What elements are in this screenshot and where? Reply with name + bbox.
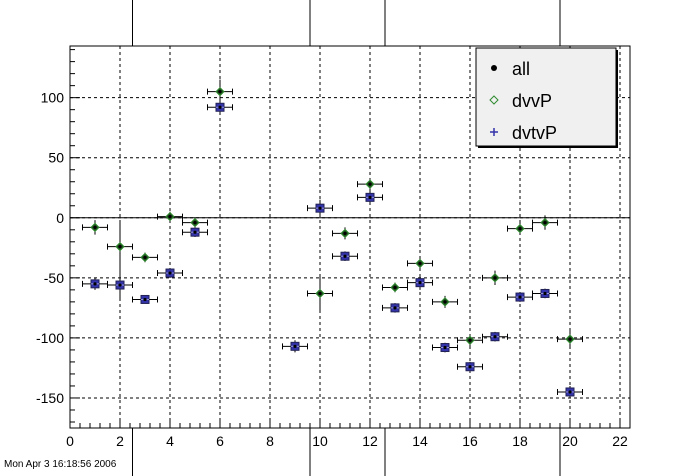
point-all	[118, 245, 122, 249]
timestamp-label: Mon Apr 3 16:18:56 2006	[4, 459, 117, 470]
point-all	[468, 365, 472, 369]
point-all	[418, 281, 422, 285]
point-all	[193, 220, 197, 225]
y-tick-label--100: -100	[36, 330, 64, 346]
point-all	[218, 105, 222, 109]
legend-box	[475, 47, 617, 147]
point-all	[468, 338, 472, 342]
legend-label-dvvP: dvvP	[512, 91, 552, 111]
x-tick-label-18: 18	[512, 433, 528, 449]
point-all	[443, 300, 447, 304]
x-tick-label-14: 14	[412, 433, 428, 449]
legend-marker-dvtvP	[490, 128, 498, 136]
legend-marker-all	[491, 65, 497, 71]
point-all	[568, 337, 572, 341]
point-all	[518, 226, 522, 231]
legend-marker-dvvP	[489, 95, 499, 105]
point-all	[168, 214, 172, 219]
point-all	[543, 220, 547, 225]
point-all	[393, 285, 397, 290]
x-tick-label-10: 10	[312, 433, 328, 449]
point-all	[318, 291, 322, 296]
point-all	[443, 345, 447, 350]
point-all	[318, 206, 322, 210]
x-tick-label-20: 20	[562, 433, 578, 449]
x-tick-label-16: 16	[462, 433, 478, 449]
point-all	[518, 295, 522, 299]
point-all	[368, 182, 372, 186]
point-all	[168, 271, 172, 275]
x-tick-label-12: 12	[362, 433, 378, 449]
point-all	[143, 297, 147, 302]
legend-label-all: all	[512, 59, 530, 79]
point-all	[343, 231, 347, 235]
point-all	[368, 195, 372, 199]
y-tick-label-0: 0	[56, 210, 64, 226]
point-all	[118, 283, 122, 287]
x-tick-label-2: 2	[116, 433, 124, 449]
point-all	[143, 255, 147, 260]
point-all	[343, 254, 347, 258]
x-tick-label-4: 4	[166, 433, 174, 449]
point-all	[293, 344, 297, 348]
point-all	[193, 230, 197, 234]
point-all	[93, 282, 97, 286]
y-tick-label-50: 50	[48, 150, 64, 166]
point-all	[493, 335, 497, 339]
point-all	[93, 225, 97, 229]
point-all	[493, 276, 497, 280]
x-tick-label-22: 22	[612, 433, 628, 449]
y-tick-label-100: 100	[41, 90, 65, 106]
legend-label-dvtvP: dvtvP	[512, 123, 557, 143]
y-tick-label--150: -150	[36, 390, 64, 406]
x-tick-label-8: 8	[266, 433, 274, 449]
point-all	[218, 90, 222, 94]
y-tick-label--50: -50	[44, 270, 64, 286]
point-all	[543, 291, 547, 296]
point-all	[568, 390, 572, 394]
point-all	[393, 306, 397, 310]
x-tick-label-0: 0	[66, 433, 74, 449]
x-tick-label-6: 6	[216, 433, 224, 449]
point-all	[418, 261, 422, 266]
